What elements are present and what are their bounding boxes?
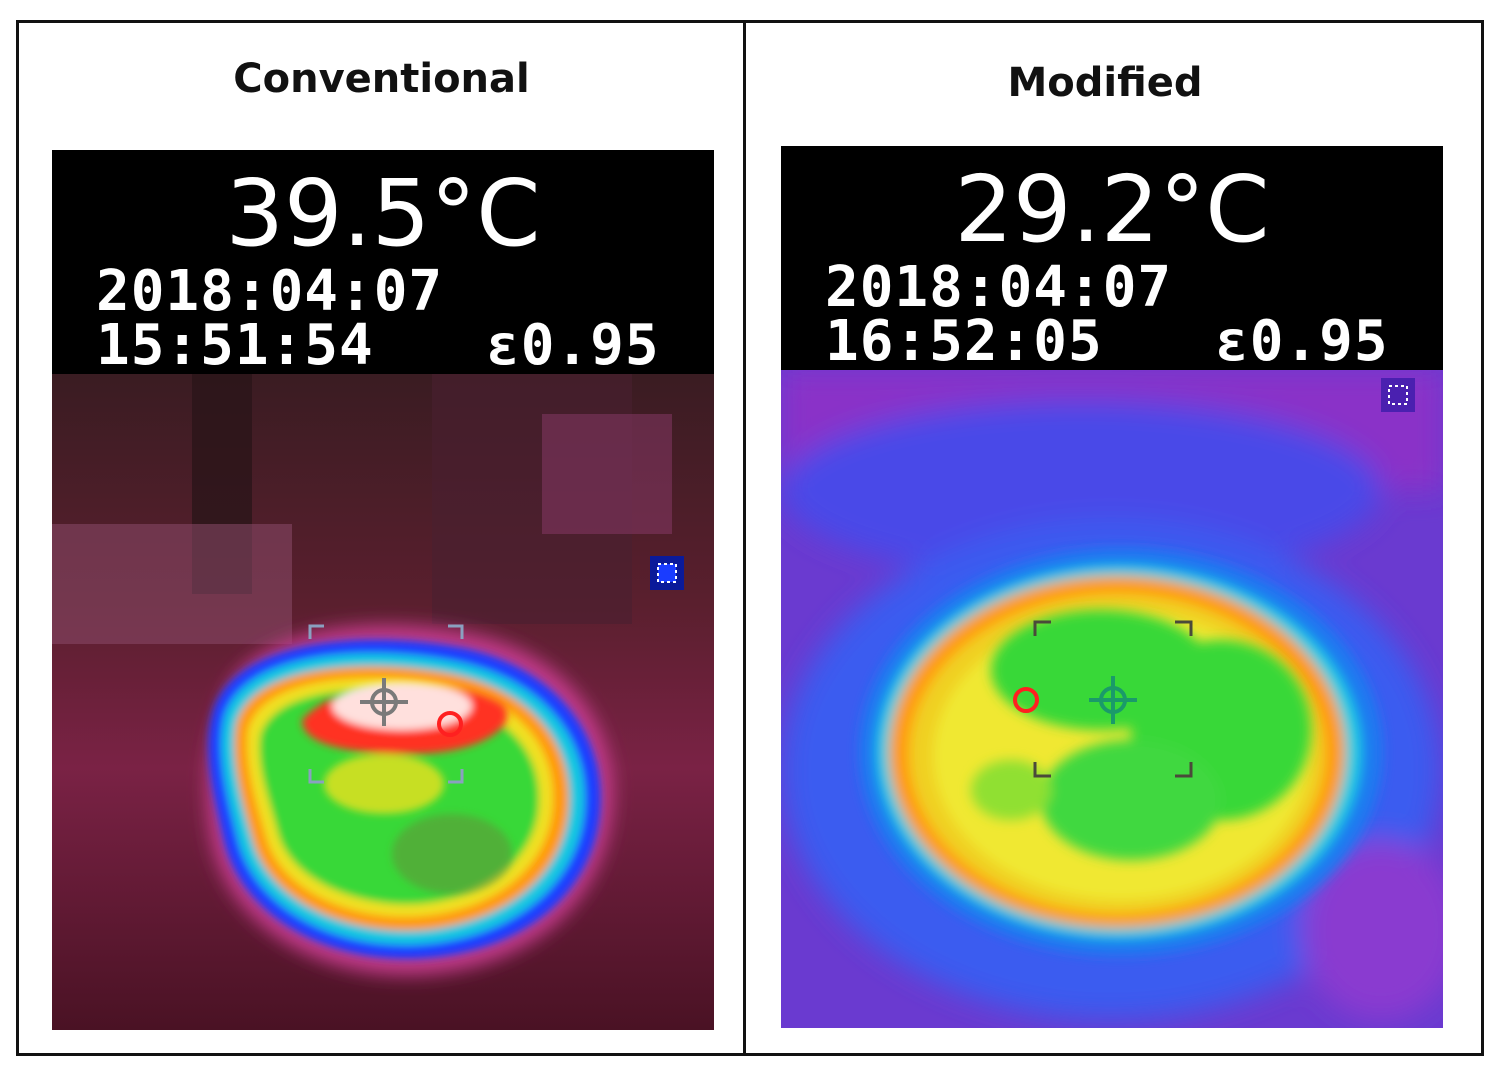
focus-brackets-icon [1033, 620, 1193, 778]
thermal-image-svg [52, 374, 714, 1030]
thermal-screen-conventional: 39.5°C 2018:04:07 15:51:54 ε0.95 [52, 150, 714, 1030]
thermal-screen-modified: 29.2°C 2018:04:07 16:52:05 ε0.95 [781, 146, 1443, 1028]
crosshair-icon [360, 678, 408, 726]
reference-marker-icon [1381, 378, 1415, 412]
panel-divider [743, 20, 746, 1056]
hotspot-marker-icon [437, 711, 463, 737]
crosshair-icon [1089, 676, 1137, 724]
panel-title-conventional: Conventional [233, 56, 530, 102]
readout-conventional: 39.5°C 2018:04:07 15:51:54 ε0.95 [52, 150, 714, 378]
time-reading: 15:51:54 [96, 313, 374, 378]
thermal-image-svg [781, 370, 1443, 1028]
thermal-image-conventional [52, 374, 714, 1030]
reference-marker-icon [650, 556, 684, 590]
thermal-image-modified [781, 370, 1443, 1028]
emissivity-reading: ε0.95 [486, 313, 660, 378]
time-reading: 16:52:05 [825, 309, 1103, 374]
date-reading: 2018:04:07 [96, 259, 444, 324]
temperature-reading: 39.5°C [225, 160, 541, 267]
date-reading: 2018:04:07 [825, 255, 1173, 320]
temperature-reading: 29.2°C [954, 156, 1270, 263]
focus-brackets-icon [308, 624, 464, 784]
readout-modified: 29.2°C 2018:04:07 16:52:05 ε0.95 [781, 146, 1443, 374]
panel-title-modified: Modified [1007, 60, 1203, 106]
hotspot-marker-icon [1013, 687, 1039, 713]
emissivity-reading: ε0.95 [1215, 309, 1389, 374]
